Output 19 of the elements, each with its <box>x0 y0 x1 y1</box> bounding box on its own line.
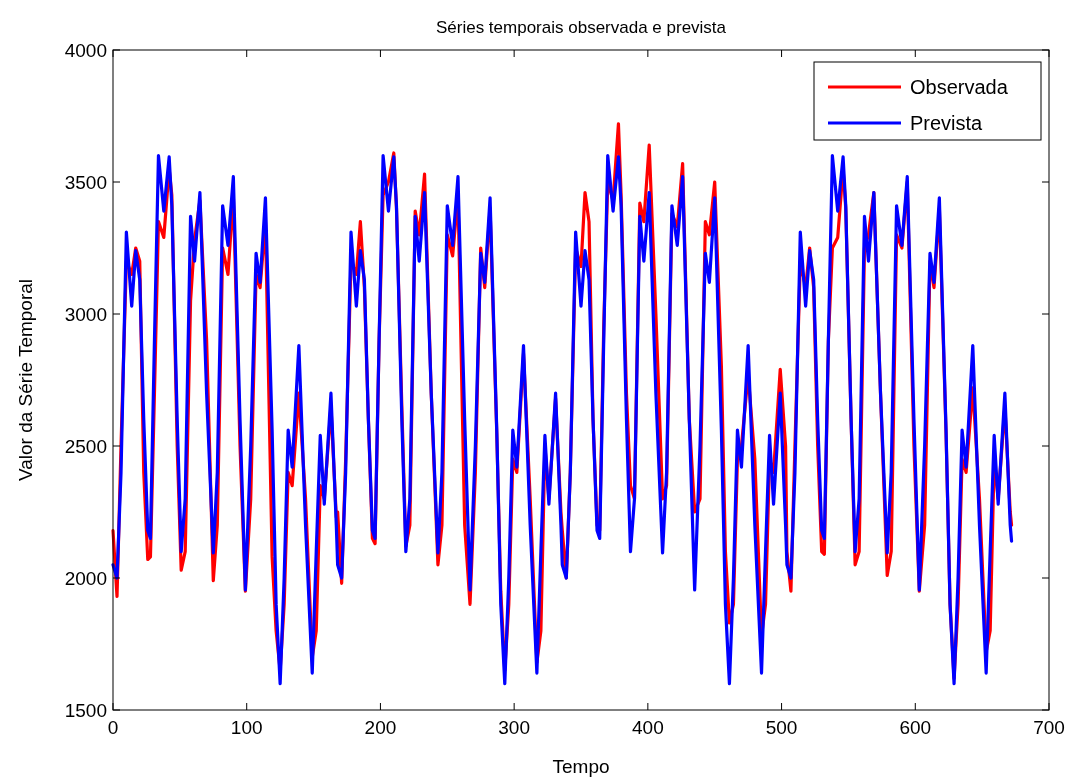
chart-title: Séries temporais observada e prevista <box>435 18 727 37</box>
x-tick-label: 400 <box>632 717 664 738</box>
y-tick-label: 4000 <box>64 40 107 61</box>
y-tick-label: 1500 <box>64 700 107 721</box>
x-tick-label: 200 <box>364 717 397 738</box>
x-tick-label: 500 <box>765 717 798 738</box>
y-tick-label: 3500 <box>64 172 107 193</box>
x-tick-label: 0 <box>107 717 119 738</box>
y-tick-label: 3000 <box>64 304 107 325</box>
legend-label: Prevista <box>910 112 984 134</box>
x-axis-title: Tempo <box>552 756 610 777</box>
y-tick-label: 2500 <box>64 436 107 457</box>
x-tick-label: 600 <box>899 717 932 738</box>
x-tick-label: 700 <box>1033 717 1065 738</box>
y-axis-title: Valor da Série Temporal <box>15 278 36 482</box>
x-tick-label: 100 <box>230 717 263 738</box>
x-tick-label: 300 <box>498 717 530 738</box>
y-tick-label: 2000 <box>64 568 107 589</box>
legend-label: Observada <box>910 76 1009 98</box>
